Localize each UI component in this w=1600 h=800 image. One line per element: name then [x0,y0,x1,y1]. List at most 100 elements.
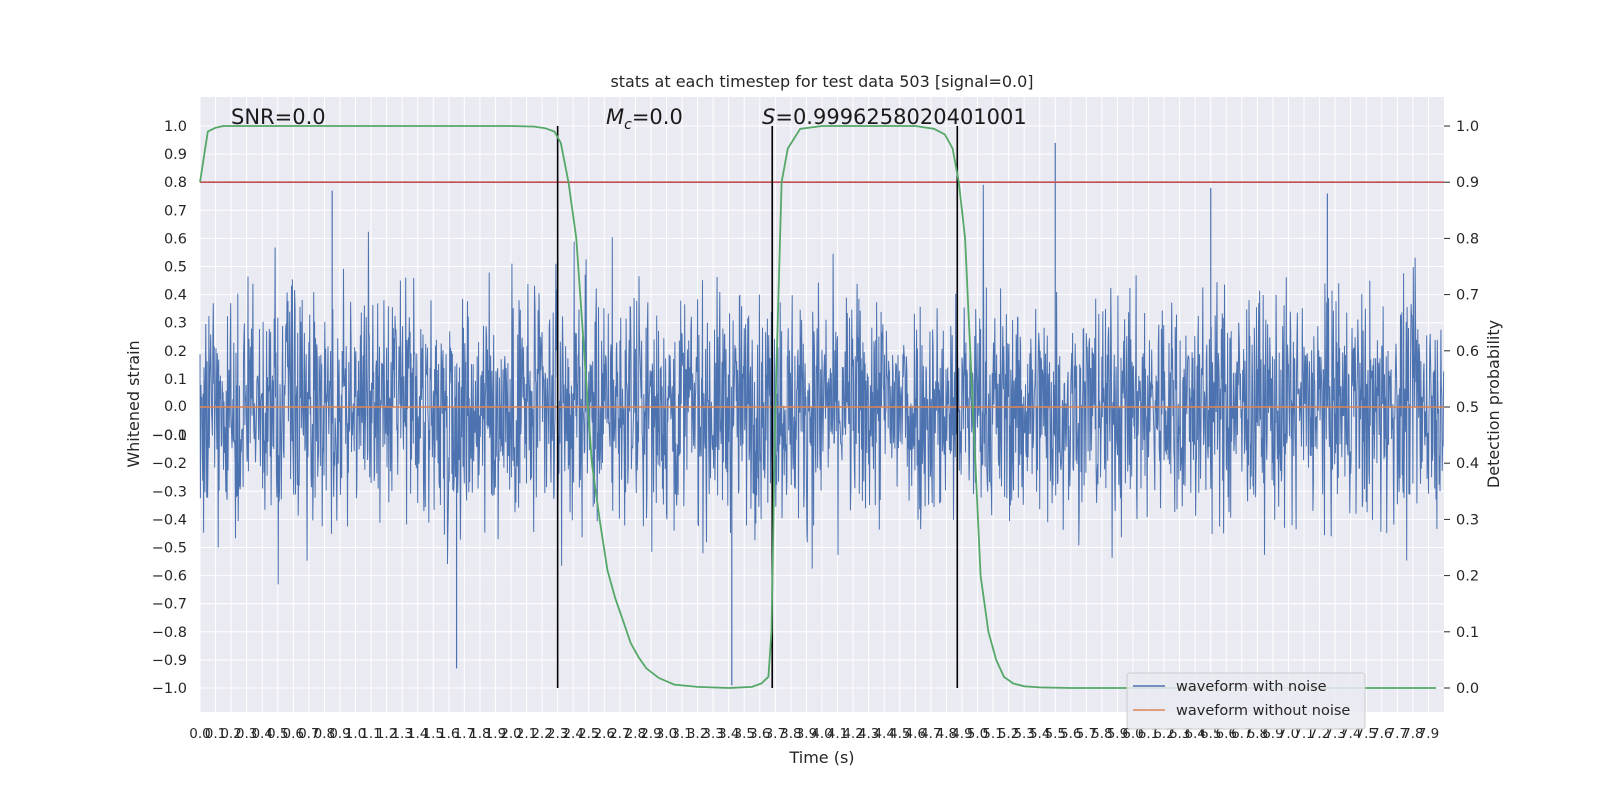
right-tick-label: 0.6 [1456,344,1479,360]
x-tick-label: 0.2 [220,726,241,742]
x-tick-label: 0.6 [283,726,304,742]
right-tick-label: 0.2 [1456,569,1479,585]
x-tick-label: 1.2 [376,726,397,742]
x-tick-label: 1.0 [345,726,366,742]
x-tick-label: 3.9 [796,726,817,742]
left-tick-label: 0.4 [164,288,187,304]
x-tick-label: 5.8 [1091,726,1112,742]
x-tick-label: 3.0 [656,726,677,742]
s-symbol: S [762,105,775,129]
left-tick-label: −1.0 [152,681,187,697]
chart-title: stats at each timestep for test data 503… [610,72,1033,91]
x-tick-label: 5.3 [1013,726,1034,742]
x-tick-label: 6.1 [1138,726,1159,742]
x-tick-label: 3.2 [687,726,708,742]
left-tick-label: −0.8 [152,625,187,641]
left-tick-label: 0.5 [164,260,187,276]
x-tick-label: 0.3 [236,726,257,742]
right-tick-label: 0.7 [1456,288,1479,304]
right-tick-label: 1.0 [1456,119,1479,135]
x-tick-label: 7.1 [1293,726,1314,742]
x-tick-label: 4.6 [905,726,926,742]
x-tick-label: 1.7 [454,726,475,742]
x-tick-label: 3.5 [734,726,755,742]
x-tick-label: 2.1 [516,726,537,742]
x-tick-label: 2.6 [594,726,615,742]
x-tick-label: 5.0 [967,726,988,742]
x-tick-label: 2.2 [531,726,552,742]
x-tick-label: 4.9 [951,726,972,742]
x-tick-label: 7.8 [1402,726,1423,742]
x-axis-ticks: 0.00.10.20.30.40.50.60.70.80.91.01.11.21… [189,726,1439,742]
left-tick-label: −0.4 [152,512,187,528]
x-tick-label: 0.0 [189,726,210,742]
left-tick-label: −0.1 [152,428,187,444]
x-tick-label: 5.7 [1076,726,1097,742]
x-tick-label: 2.4 [562,726,583,742]
x-tick-label: 4.0 [811,726,832,742]
mc-subscript: c [624,117,632,133]
right-tick-label: 0.5 [1456,400,1479,416]
x-tick-label: 3.3 [702,726,723,742]
x-tick-label: 7.2 [1309,726,1330,742]
left-tick-label: 1.0 [164,119,187,135]
left-tick-label: −0.5 [152,541,187,557]
left-tick-label: −0.6 [152,569,187,585]
x-tick-label: 6.0 [1122,726,1143,742]
x-tick-label: 5.5 [1045,726,1066,742]
s-value: =0.9996258020401001 [775,105,1026,129]
left-tick-label: −0.3 [152,484,187,500]
noise-trace [199,184,1445,585]
x-tick-label: 0.5 [267,726,288,742]
right-tick-label: 0.4 [1456,456,1479,472]
x-tick-label: 7.7 [1387,726,1408,742]
right-tick-label: 0.8 [1456,231,1479,247]
left-tick-label: 0.3 [164,316,187,332]
x-tick-label: 4.3 [858,726,879,742]
left-tick-label: 0.8 [164,175,187,191]
x-tick-label: 1.5 [423,726,444,742]
left-tick-label: 0.7 [164,203,187,219]
series-detection-probability [199,125,1437,689]
x-tick-label: 0.7 [298,726,319,742]
x-tick-label: 4.1 [827,726,848,742]
x-tick-label: 1.3 [391,726,412,742]
x-tick-label: 7.6 [1371,726,1392,742]
x-tick-label: 7.5 [1356,726,1377,742]
x-tick-label: 7.9 [1418,726,1439,742]
x-tick-label: 1.1 [360,726,381,742]
x-tick-label: 6.4 [1184,726,1205,742]
left-tick-label: −0.7 [152,597,187,613]
left-tick-label: 0.1 [164,372,187,388]
legend-label-noise: waveform with noise [1176,679,1327,695]
right-axis-ticks: 1.0 0.9 0.8 0.7 0.6 0.5 0.4 0.3 0.2 0.1 0.0 [1444,119,1479,697]
x-tick-label: 3.1 [671,726,692,742]
probability-trace [199,125,1437,689]
x-tick-label: 3.4 [718,726,739,742]
left-axis-ticks: 1.00.90.80.70.60.50.40.30.20.10.0−0.0−0.… [152,119,187,697]
x-tick-label: 7.0 [1278,726,1299,742]
x-tick-label: 4.5 [889,726,910,742]
x-tick-label: 4.7 [920,726,941,742]
right-axis-label: Detection probability [1484,320,1503,488]
x-tick-label: 6.9 [1262,726,1283,742]
x-tick-label: 3.7 [765,726,786,742]
series-waveform-with-noise [199,142,1445,686]
left-axis-label: Whitened strain [124,340,143,467]
right-tick-label: 0.9 [1456,175,1479,191]
x-tick-label: 4.2 [842,726,863,742]
left-tick-label: 0.2 [164,344,187,360]
left-tick-label: 0.9 [164,147,187,163]
x-tick-label: 0.1 [205,726,226,742]
legend: waveform with noise waveform without noi… [1126,672,1366,730]
x-tick-label: 2.5 [578,726,599,742]
x-tick-label: 2.7 [609,726,630,742]
mc-symbol: M [606,105,624,129]
left-tick-label: −0.9 [152,653,187,669]
left-tick-label: −0.0 [152,428,187,444]
legend-box [1126,672,1366,730]
x-tick-label: 2.3 [547,726,568,742]
left-tick-label: 0.0 [164,399,187,415]
right-tick-label: 0.1 [1456,625,1479,641]
